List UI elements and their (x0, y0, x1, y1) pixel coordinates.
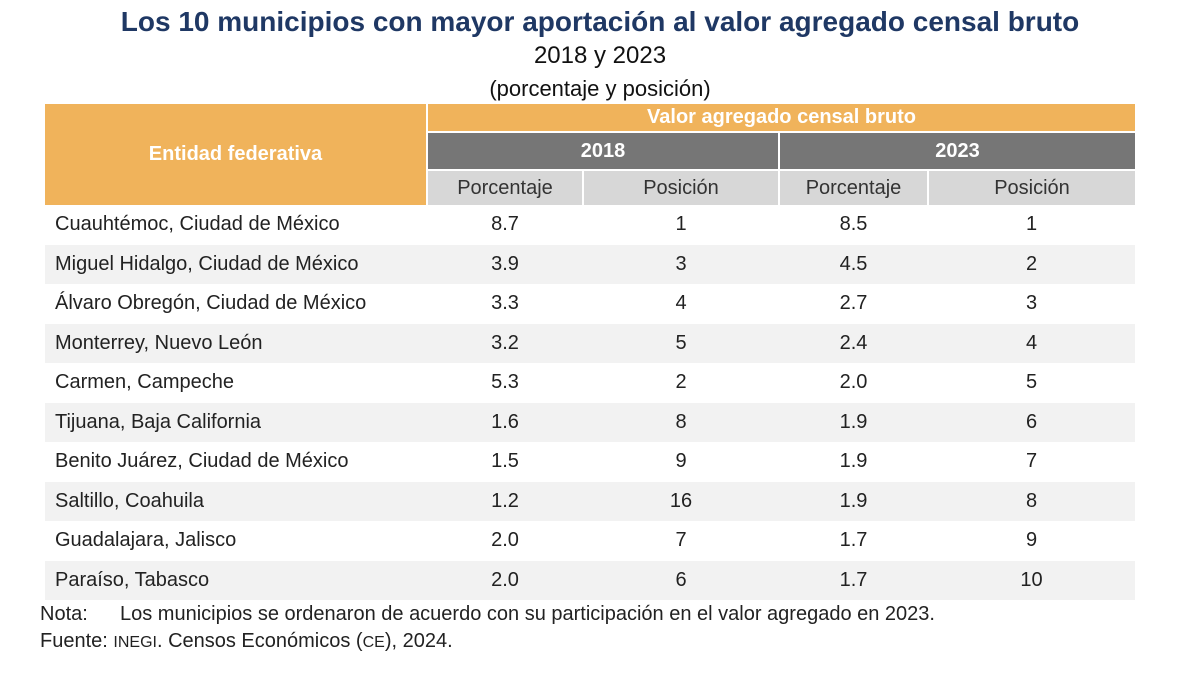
position-2023-cell: 2 (928, 244, 1136, 284)
percentage-2023-cell: 1.9 (779, 442, 928, 482)
table-row: Tijuana, Baja California 1.6 8 1.9 6 (45, 402, 1136, 442)
position-2023-cell: 8 (928, 481, 1136, 521)
position-2018-cell: 5 (583, 323, 779, 363)
percentage-2018-cell: 3.2 (427, 323, 583, 363)
percentage-2018-cell: 1.2 (427, 481, 583, 521)
sub-header-percentage-2023: Porcentaje (779, 170, 929, 205)
sub-header-percentage-2018: Porcentaje (427, 170, 584, 205)
source-abbr: CE (362, 634, 385, 651)
position-2023-cell: 1 (928, 205, 1136, 245)
table-row: Saltillo, Coahuila 1.2 16 1.9 8 (45, 481, 1136, 521)
percentage-2023-cell: 1.9 (779, 481, 928, 521)
percentage-2018-cell: 3.3 (427, 284, 583, 324)
table-row: Guadalajara, Jalisco 2.0 7 1.7 9 (45, 521, 1136, 561)
position-2023-cell: 10 (928, 560, 1136, 600)
position-2018-cell: 9 (583, 442, 779, 482)
table-row: Paraíso, Tabasco 2.0 6 1.7 10 (45, 560, 1136, 600)
position-2023-cell: 9 (928, 521, 1136, 561)
table-row: Monterrey, Nuevo León 3.2 5 2.4 4 (45, 323, 1136, 363)
percentage-2018-cell: 2.0 (427, 560, 583, 600)
percentage-2018-cell: 5.3 (427, 363, 583, 403)
sub-header-position-2023: Posición (928, 170, 1136, 205)
source-org: INEGI (113, 634, 157, 651)
percentage-2023-cell: 2.4 (779, 323, 928, 363)
percentage-2023-cell: 8.5 (779, 205, 928, 245)
position-2018-cell: 16 (583, 481, 779, 521)
group-column-header: Valor agregado censal bruto (427, 104, 1136, 133)
position-2018-cell: 1 (583, 205, 779, 245)
units-caption: (porcentaje y posición) (489, 76, 711, 101)
sub-header-position-2018: Posición (583, 170, 780, 205)
percentage-2018-cell: 3.9 (427, 244, 583, 284)
position-2023-cell: 7 (928, 442, 1136, 482)
entity-cell: Paraíso, Tabasco (45, 560, 427, 600)
position-2018-cell: 2 (583, 363, 779, 403)
page-title: Los 10 municipios con mayor aportación a… (120, 6, 1080, 37)
entity-column-header: Entidad federativa (45, 104, 428, 205)
position-2023-cell: 4 (928, 323, 1136, 363)
entity-cell: Monterrey, Nuevo León (45, 323, 427, 363)
table-row: Cuauhtémoc, Ciudad de México 8.7 1 8.5 1 (45, 205, 1136, 245)
note-text: Los municipios se ordenaron de acuerdo c… (120, 603, 935, 625)
table-row: Miguel Hidalgo, Ciudad de México 3.9 3 4.5 2 (45, 244, 1136, 284)
entity-cell: Carmen, Campeche (45, 363, 427, 403)
position-2018-cell: 6 (583, 560, 779, 600)
position-2018-cell: 8 (583, 402, 779, 442)
year-header-2018: 2018 (427, 132, 780, 171)
note-label: Nota: (40, 603, 88, 625)
entity-cell: Miguel Hidalgo, Ciudad de México (45, 244, 427, 284)
entity-cell: Álvaro Obregón, Ciudad de México (45, 284, 427, 324)
percentage-2018-cell: 2.0 (427, 521, 583, 561)
percentage-2018-cell: 1.5 (427, 442, 583, 482)
source-text-a: . Censos Económicos ( (156, 630, 363, 652)
note: Nota: Los municipios se ordenaron de acue… (40, 600, 935, 628)
entity-cell: Guadalajara, Jalisco (45, 521, 427, 561)
percentage-2018-cell: 1.6 (427, 402, 583, 442)
percentage-2023-cell: 2.0 (779, 363, 928, 403)
table-row: Benito Juárez, Ciudad de México 1.5 9 1.9 7 (45, 442, 1136, 482)
percentage-2018-cell: 8.7 (427, 205, 583, 245)
position-2023-cell: 6 (928, 402, 1136, 442)
source: Fuente: INEGI. Censos Económicos (CE), 2… (40, 627, 453, 657)
page-subtitle: 2018 y 2023 (533, 42, 667, 69)
year-header-2023: 2023 (779, 132, 1136, 171)
percentage-2023-cell: 4.5 (779, 244, 928, 284)
entity-cell: Cuauhtémoc, Ciudad de México (45, 205, 427, 245)
entity-cell: Saltillo, Coahuila (45, 481, 427, 521)
entity-cell: Tijuana, Baja California (45, 402, 427, 442)
position-2018-cell: 4 (583, 284, 779, 324)
percentage-2023-cell: 2.7 (779, 284, 928, 324)
percentage-2023-cell: 1.7 (779, 521, 928, 561)
position-2018-cell: 7 (583, 521, 779, 561)
position-2023-cell: 3 (928, 284, 1136, 324)
percentage-2023-cell: 1.7 (779, 560, 928, 600)
table-row: Carmen, Campeche 5.3 2 2.0 5 (45, 363, 1136, 403)
table-row: Álvaro Obregón, Ciudad de México 3.3 4 2.7 3 (45, 284, 1136, 324)
position-2018-cell: 3 (583, 244, 779, 284)
source-text-b: ), 2024. (384, 630, 453, 652)
percentage-2023-cell: 1.9 (779, 402, 928, 442)
position-2023-cell: 5 (928, 363, 1136, 403)
data-table: Entidad federativa Valor agregado censal… (45, 104, 1136, 600)
entity-cell: Benito Juárez, Ciudad de México (45, 442, 427, 482)
source-label: Fuente: (40, 630, 108, 652)
table-body: Cuauhtémoc, Ciudad de México 8.7 1 8.5 1 Migu… (45, 205, 1136, 600)
